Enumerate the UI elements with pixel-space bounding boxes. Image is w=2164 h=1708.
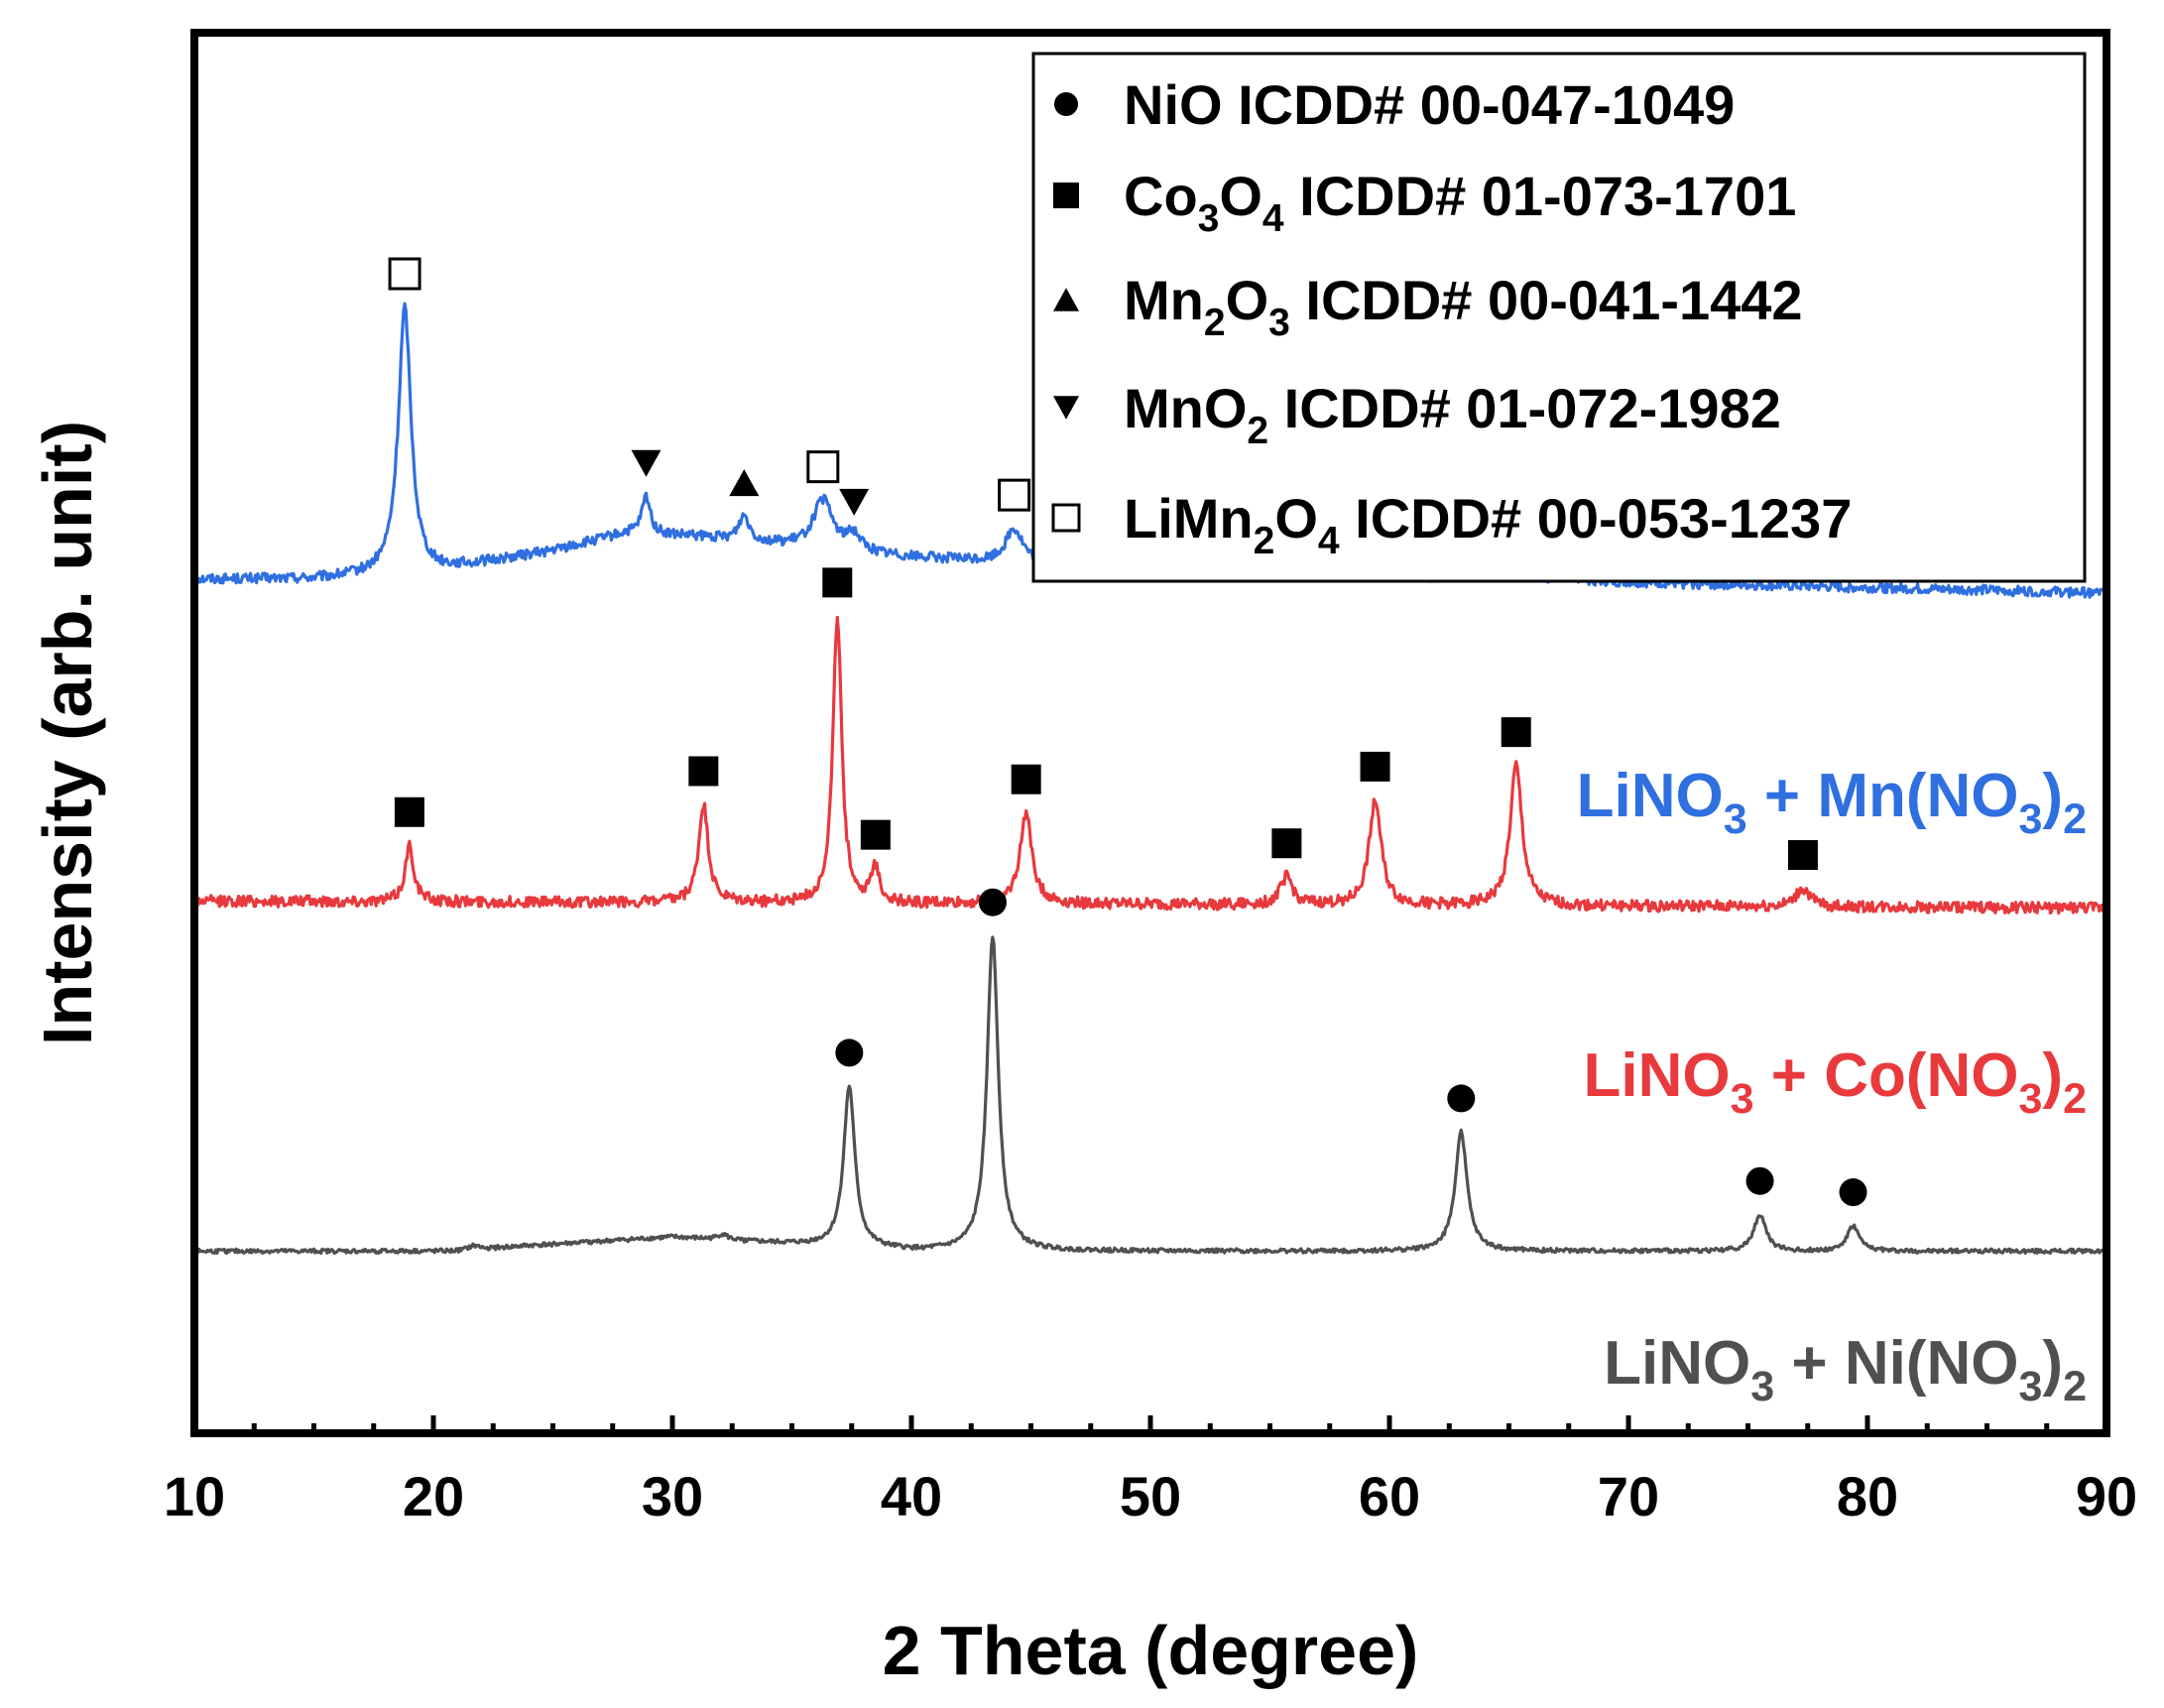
peak-marker-square-lino3-co-no3-2: [822, 567, 853, 598]
peak-marker-open-square-lino3-mn-no3-2: [998, 478, 1031, 512]
peak-marker-square-lino3-co-no3-2: [1501, 717, 1531, 748]
x-tick-label: 20: [403, 1465, 464, 1527]
text-part: 3: [1750, 1363, 1774, 1410]
text-part: 3: [1198, 197, 1220, 240]
text-part: 3: [2019, 795, 2043, 843]
text-part: LiNO: [1584, 1041, 1731, 1110]
series-label-lino3-ni-no3-2: LiNO3 + Ni(NO3)2: [1604, 1329, 2087, 1410]
x-tick-label: 60: [1359, 1465, 1420, 1527]
text-part: Mn: [1124, 269, 1204, 331]
peak-marker-circle-lino3-ni-no3-2: [978, 888, 1007, 916]
peak-marker-square-lino3-co-no3-2: [1271, 828, 1302, 859]
text-part: 2: [2063, 795, 2087, 843]
series-label-lino3-co-no3-2: LiNO3 + Co(NO3)2: [1584, 1041, 2087, 1123]
text-part: ): [2042, 1329, 2063, 1398]
legend-entry-3: Mn2O3 ICDD# 00-041-1442: [1124, 269, 1803, 344]
peak-marker-open-square-lino3-mn-no3-2: [806, 450, 840, 484]
peak-marker-open-square-lino3-mn-no3-2: [388, 257, 421, 291]
peak-marker-triangle-up-lino3-mn-no3-2: [729, 469, 760, 497]
text-part: NiO: [1124, 73, 1223, 136]
peak-marker-triangle-down-lino3-mn-no3-2: [631, 449, 661, 477]
text-part: 2: [2063, 1075, 2087, 1123]
x-tick-label: 40: [881, 1465, 942, 1527]
text-part: + Co(NO: [1754, 1041, 2019, 1110]
legend-marker-open-square: [1051, 503, 1081, 533]
peak-marker-circle-lino3-ni-no3-2: [1447, 1084, 1476, 1113]
x-axis-title: 2 Theta (degree): [883, 1612, 1419, 1689]
legend-entry-1: NiO ICDD# 00-047-1049: [1124, 73, 1735, 136]
legend-entry-5: LiMn2O4 ICDD# 00-053-1237: [1124, 487, 1852, 562]
text-part: MnO: [1124, 377, 1247, 439]
text-part: ): [2042, 762, 2063, 830]
text-part: 2: [1254, 520, 1275, 562]
text-part: 3: [1731, 1075, 1754, 1123]
text-part: ICDD# 00-041-1442: [1290, 269, 1803, 331]
text-part: 2: [2063, 1363, 2087, 1410]
text-part: 2: [1204, 302, 1226, 344]
text-part: 3: [2019, 1363, 2043, 1410]
x-axis-ticks: 10 20 30 40 50 60 70 80 90: [164, 1415, 2137, 1527]
x-tick-label: 50: [1120, 1465, 1181, 1527]
series-label-lino3-mn-no3-2: LiNO3 + Mn(NO3)2: [1577, 762, 2087, 843]
text-part: + Ni(NO: [1774, 1329, 2018, 1398]
series-line-lino3-ni-no3-2: [193, 935, 2107, 1256]
text-part: ICDD# 01-073-1701: [1284, 165, 1797, 227]
peak-marker-circle-lino3-ni-no3-2: [835, 1038, 864, 1067]
text-part: 2: [1247, 410, 1268, 452]
x-tick-label: 70: [1598, 1465, 1659, 1527]
text-part: Co: [1124, 165, 1198, 227]
peak-marker-square-lino3-co-no3-2: [394, 796, 424, 827]
text-part: LiNO: [1604, 1329, 1750, 1398]
x-tick-label: 90: [2076, 1465, 2137, 1527]
text-part: O: [1274, 487, 1318, 549]
text-part: LiNO: [1577, 762, 1724, 830]
legend-entry-2: Co3O4 ICDD# 01-073-1701: [1124, 165, 1796, 240]
peak-marker-circle-lino3-ni-no3-2: [1745, 1166, 1774, 1195]
text-part: ): [2042, 1041, 2063, 1110]
legend-entry-4: MnO2 ICDD# 01-072-1982: [1124, 377, 1781, 452]
peak-marker-square-lino3-co-no3-2: [860, 819, 891, 850]
legend-marker-triangle-down: [1053, 396, 1079, 420]
legend-marker-triangle-up: [1053, 288, 1079, 311]
text-part: 3: [1724, 795, 1747, 843]
legend-marker-circle: [1054, 92, 1078, 116]
x-tick-label: 10: [164, 1465, 225, 1527]
peak-marker-square-lino3-co-no3-2: [1787, 840, 1818, 871]
text-part: 3: [2019, 1075, 2043, 1123]
text-part: ICDD# 00-053-1237: [1340, 487, 1853, 549]
legend-box: [1031, 52, 2087, 583]
text-part: O: [1226, 269, 1269, 331]
text-part: + Mn(NO: [1747, 762, 2019, 830]
peak-marker-square-lino3-co-no3-2: [1011, 764, 1041, 794]
peak-marker-triangle-down-lino3-mn-no3-2: [839, 488, 870, 516]
y-axis-title: Intensity (arb. unit): [29, 421, 106, 1045]
peak-marker-square-lino3-co-no3-2: [1360, 751, 1390, 782]
text-part: 4: [1262, 197, 1284, 240]
text-part: LiMn: [1124, 487, 1254, 549]
text-part: ICDD# 01-072-1982: [1268, 377, 1781, 439]
peak-marker-circle-lino3-ni-no3-2: [1839, 1178, 1867, 1207]
text-part: 4: [1318, 520, 1340, 562]
x-tick-label: 30: [642, 1465, 703, 1527]
text-part: ICDD# 00-047-1049: [1223, 73, 1736, 136]
text-part: 3: [1268, 302, 1290, 344]
series-line-lino3-co-no3-2: [192, 615, 2107, 915]
legend-marker-square: [1053, 183, 1079, 208]
x-tick-label: 80: [1837, 1465, 1898, 1527]
text-part: O: [1219, 165, 1262, 227]
peak-marker-square-lino3-co-no3-2: [688, 756, 719, 787]
